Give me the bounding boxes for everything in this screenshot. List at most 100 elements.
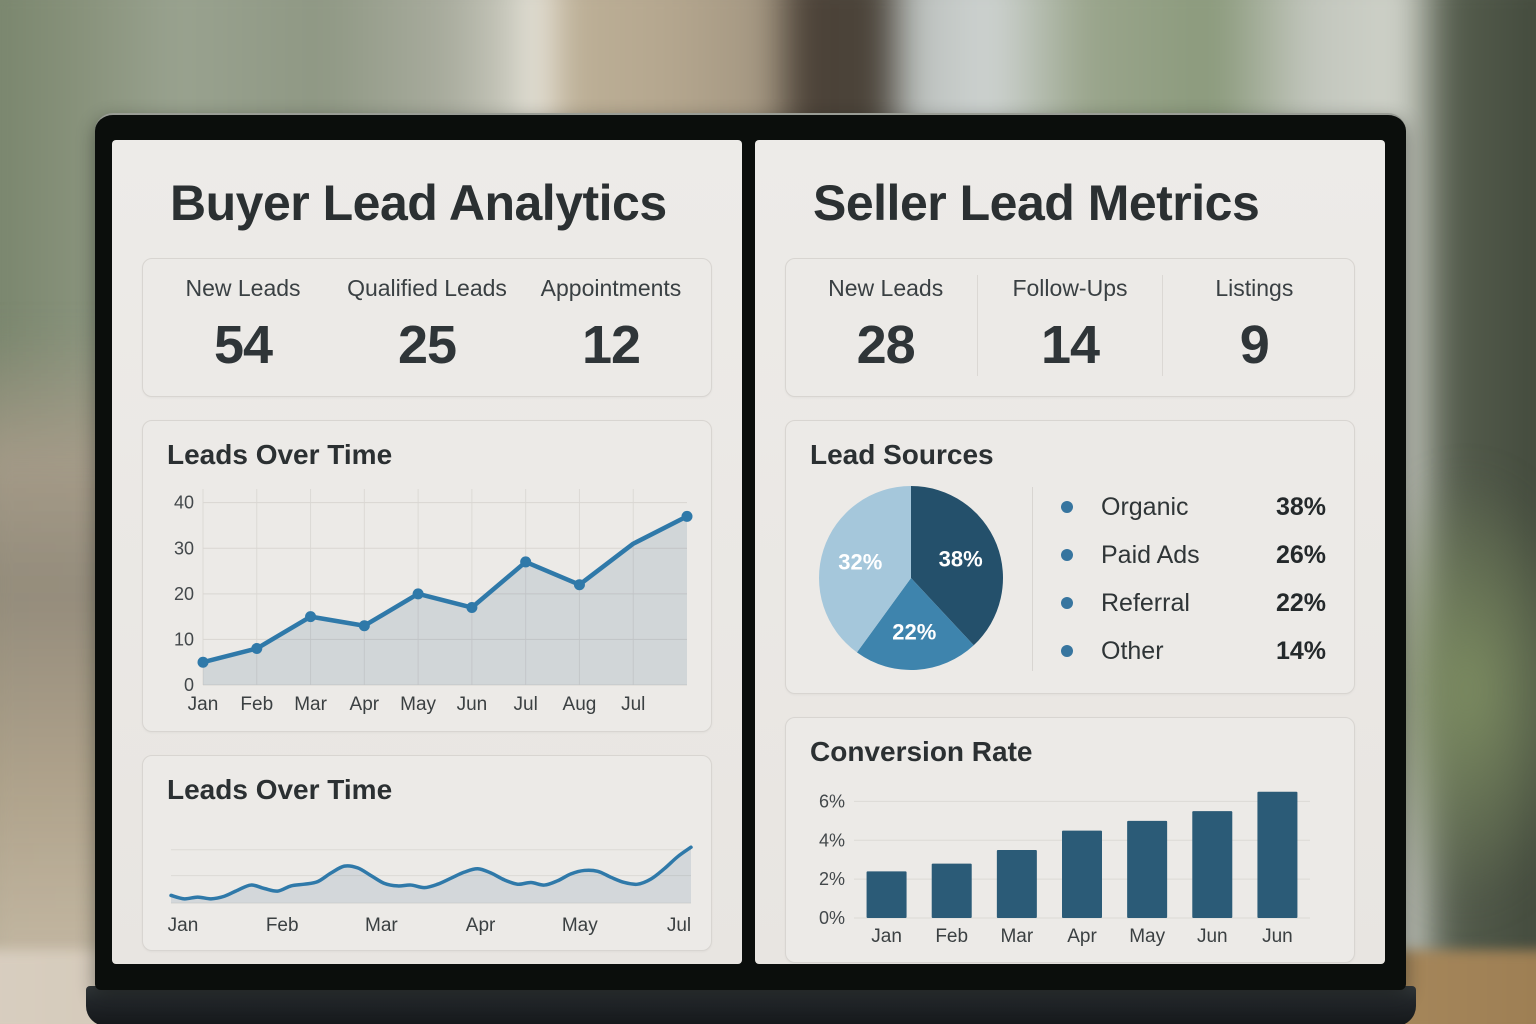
stat-label: Appointments — [540, 275, 682, 301]
stat-label: New Leads — [185, 275, 301, 301]
x-axis-label: Jul — [621, 694, 645, 715]
x-axis-label: Mar — [365, 915, 398, 936]
legend-value: 38% — [1275, 492, 1326, 521]
chart-title: Leads Over Time — [167, 774, 393, 805]
conversion-rate-bar-chart: 0% 2% 4% 6% Jan Feb Mar Apr May Jun Jun — [819, 791, 1310, 947]
stat-value: 9 — [1239, 315, 1270, 375]
chart-title: Leads Over Time — [167, 439, 393, 470]
legend-item-referral: Referral 22% — [1061, 589, 1326, 618]
x-axis-label: Feb — [266, 915, 299, 936]
leads-over-time-card: Leads Over Time 0 10 20 30 40 Jan Feb Mar Apr May… — [142, 420, 712, 732]
legend-name: Organic — [1101, 492, 1189, 521]
legend-value: 26% — [1275, 540, 1326, 569]
line-series — [169, 845, 693, 901]
y-tick-label: 4% — [819, 830, 845, 850]
stat-listings: Listings 9 — [1161, 275, 1346, 376]
seller-stats-card: New Leads 28 Follow-Ups 14 Listings 9 — [785, 258, 1355, 397]
pie-slice-label: 38% — [939, 546, 983, 571]
bar — [931, 863, 972, 918]
stat-label: New Leads — [828, 275, 944, 301]
data-point — [681, 510, 693, 522]
conversion-rate-card: Conversion Rate 0% 2% 4% 6% Jan Feb Mar Apr May J… — [785, 717, 1355, 963]
area-fill — [171, 847, 691, 904]
legend-bullet-icon — [1061, 549, 1073, 561]
data-point — [520, 556, 532, 568]
pie-slice-label: 22% — [892, 619, 936, 644]
x-axis-label: May — [400, 694, 436, 715]
pie-slice — [856, 578, 974, 670]
area-fill — [203, 516, 687, 685]
line-series — [200, 514, 690, 665]
buyer-stats-card: New Leads 54 Qualified Leads 25 Appointm… — [142, 258, 712, 397]
page-title-seller: Seller Lead Metrics — [813, 175, 1260, 231]
pie-and-legend-row: 38% 22% 32% Organic 38% Paid Ads — [808, 479, 1332, 679]
x-axis-label: Apr — [466, 915, 496, 936]
x-axis-label: Apr — [1067, 926, 1097, 947]
x-axis-label: Jan — [188, 694, 219, 715]
pie-slice — [819, 486, 911, 653]
page-title-buyer: Buyer Lead Analytics — [170, 175, 667, 231]
y-tick-label: 20 — [174, 584, 194, 604]
screen: Buyer Lead Analytics New Leads 54 Qualif… — [112, 140, 1385, 964]
data-point — [197, 656, 209, 668]
x-axis-label: Jan — [168, 915, 199, 936]
chart-title: Conversion Rate — [810, 736, 1033, 767]
stat-qualified-leads: Qualified Leads 25 — [335, 275, 519, 376]
chart-title: Lead Sources — [810, 439, 994, 470]
laptop-base — [86, 986, 1416, 1024]
stat-new-leads: New Leads 54 — [151, 275, 335, 376]
data-point — [358, 620, 370, 632]
x-axis-label: Mar — [294, 694, 327, 715]
legend-bullet-icon — [1061, 645, 1073, 657]
y-tick-label: 40 — [174, 493, 194, 513]
leads-over-time-line-chart: 0 10 20 30 40 Jan Feb Mar Apr May Jun Jul Aug Jul — [174, 489, 693, 715]
bar — [996, 850, 1037, 918]
stat-label: Follow-Ups — [1012, 275, 1128, 301]
x-axis-label: Jun — [1262, 926, 1293, 947]
legend-name: Paid Ads — [1101, 540, 1200, 569]
x-axis-label: Feb — [935, 926, 968, 947]
legend-item-organic: Organic 38% — [1061, 493, 1326, 522]
data-point — [573, 579, 585, 591]
legend-value: 14% — [1275, 636, 1326, 665]
x-axis-label: Jul — [514, 694, 538, 715]
pie-legend: Organic 38% Paid Ads 26% Referral — [1061, 487, 1332, 672]
y-tick-label: 10 — [174, 629, 194, 649]
data-point — [412, 588, 424, 600]
legend-name: Other — [1101, 636, 1164, 665]
x-axis-label: Feb — [240, 694, 273, 715]
leads-sparkline-card: Leads Over Time Jan Feb Mar Apr May Jul — [142, 755, 712, 951]
data-point — [466, 602, 478, 614]
y-tick-label: 6% — [819, 791, 845, 811]
bar — [1127, 820, 1168, 918]
y-tick-label: 30 — [174, 538, 194, 558]
legend-item-paid-ads: Paid Ads 26% — [1061, 541, 1326, 570]
stat-label: Listings — [1215, 275, 1294, 301]
leads-over-time-sparkline: Jan Feb Mar Apr May Jul — [168, 845, 693, 936]
stat-value: 12 — [581, 315, 641, 375]
pie-slice-label: 32% — [838, 550, 882, 575]
x-axis-label: Jun — [1197, 926, 1228, 947]
y-tick-label: 0% — [819, 908, 845, 928]
stat-follow-ups: Follow-Ups 14 — [977, 275, 1161, 376]
seller-lead-metrics-panel: Seller Lead Metrics New Leads 28 Follow-… — [755, 140, 1385, 964]
legend-item-other: Other 14% — [1061, 637, 1326, 666]
data-point — [251, 643, 263, 655]
stat-new-leads: New Leads 28 — [794, 275, 977, 376]
stat-label: Qualified Leads — [347, 275, 507, 301]
stat-appointments: Appointments 12 — [519, 275, 703, 376]
x-axis-label: Mar — [1000, 926, 1033, 947]
bar — [1062, 830, 1102, 918]
data-point — [305, 611, 317, 623]
buyer-lead-analytics-panel: Buyer Lead Analytics New Leads 54 Qualif… — [112, 140, 742, 964]
legend-divider — [1032, 487, 1033, 671]
pie-slice — [911, 486, 1003, 646]
legend-value: 22% — [1275, 588, 1326, 617]
bar — [866, 871, 907, 918]
legend-bullet-icon — [1061, 597, 1073, 609]
stat-value: 25 — [397, 315, 457, 375]
x-axis-label: Jan — [871, 926, 902, 947]
y-tick-label: 0 — [184, 675, 194, 695]
bar — [1257, 791, 1298, 918]
